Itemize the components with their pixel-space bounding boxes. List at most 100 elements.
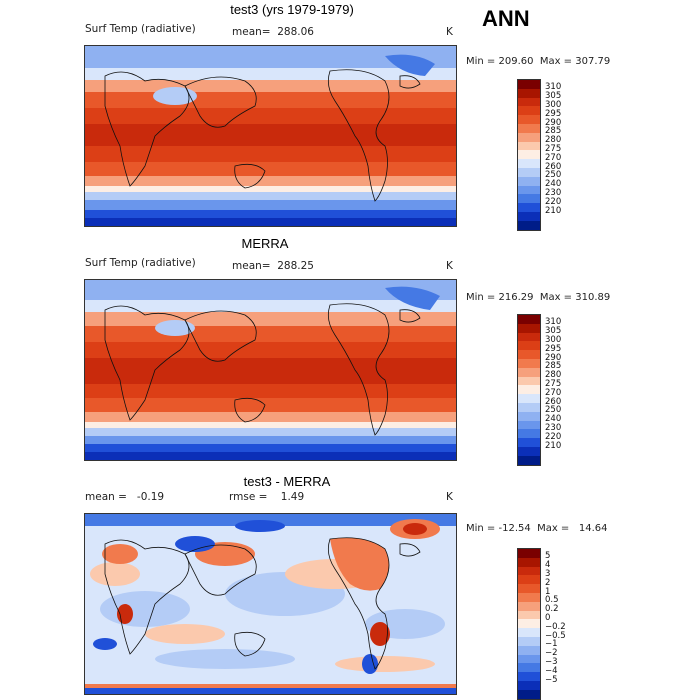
colorbar-level-label: 240 — [545, 179, 562, 190]
colorbar-level-label: 290 — [545, 352, 562, 363]
colorbar-swatch — [518, 167, 540, 177]
panel-title: test3 - MERRA — [243, 474, 331, 489]
colorbar-level-label: 260 — [545, 161, 562, 172]
mean-label: mean= 288.25 — [232, 260, 314, 272]
colorbar-swatch — [518, 455, 540, 465]
colorbar-level-label: 300 — [545, 334, 562, 345]
colorbar-level-label: 270 — [545, 152, 562, 163]
colorbar-swatch — [518, 88, 540, 98]
colorbar-level-label: 2 — [545, 577, 551, 588]
colorbar-level-label: 310 — [545, 82, 562, 93]
colorbar-swatch — [518, 654, 540, 664]
rmse-label: rmse = 1.49 — [229, 491, 305, 503]
colorbar-level-label: 3 — [545, 568, 551, 579]
colorbar-swatch — [518, 420, 540, 430]
colorbar-swatch — [518, 628, 540, 637]
colorbar-swatch — [518, 680, 540, 690]
colorbar-level-label: −1 — [545, 639, 558, 650]
colorbar-swatch — [518, 176, 540, 186]
colorbar-swatch — [518, 159, 540, 168]
colorbar-swatch — [518, 663, 540, 673]
mean-label: mean= 288.06 — [232, 26, 314, 38]
variable-label: Surf Temp (radiative) — [85, 23, 196, 35]
colorbar-swatch — [518, 429, 540, 439]
colorbar-swatch — [518, 97, 540, 107]
colorbar — [517, 79, 541, 231]
colorbar-swatch — [518, 350, 540, 359]
colorbar-swatch — [518, 601, 540, 611]
difference-map — [84, 513, 457, 695]
colorbar-swatch — [518, 549, 540, 558]
colorbar-swatch — [518, 592, 540, 602]
colorbar-swatch — [518, 689, 540, 699]
colorbar-level-label: 305 — [545, 91, 562, 102]
colorbar-swatch — [518, 575, 540, 585]
colorbar-level-label: 250 — [545, 405, 562, 416]
colorbar-level-label: 305 — [545, 326, 562, 337]
colorbar-level-label: −0.2 — [545, 621, 566, 632]
colorbar-level-label: 300 — [545, 99, 562, 110]
colorbar-level-label: −0.5 — [545, 630, 566, 641]
colorbar-swatch — [518, 332, 540, 342]
colorbar-level-label: 250 — [545, 170, 562, 181]
colorbar-swatch — [518, 132, 540, 142]
colorbar-swatch — [518, 394, 540, 403]
units-label: K — [446, 260, 453, 272]
colorbar-level-label: 280 — [545, 135, 562, 146]
colorbar-swatch — [518, 385, 540, 395]
minmax-label: Min = 209.60 Max = 307.79 — [466, 56, 611, 67]
colorbar-level-label: 210 — [545, 205, 562, 216]
variable-label: Surf Temp (radiative) — [85, 257, 196, 269]
panel-title: test3 (yrs 1979-1979) — [230, 2, 354, 17]
colorbar-swatch — [518, 566, 540, 576]
colorbar-swatch — [518, 106, 540, 116]
colorbar-level-label: 230 — [545, 422, 562, 433]
colorbar-level-label: 240 — [545, 414, 562, 425]
colorbar-swatch — [518, 323, 540, 333]
colorbar-level-label: 0.5 — [545, 595, 559, 606]
colorbar-level-label: 275 — [545, 143, 562, 154]
colorbar-level-label: −3 — [545, 656, 558, 667]
colorbar-level-label: 260 — [545, 396, 562, 407]
colorbar-level-label: 4 — [545, 560, 551, 571]
panel-title: MERRA — [241, 236, 289, 251]
colorbar-level-label: 285 — [545, 126, 562, 137]
colorbar-swatch — [518, 619, 540, 629]
colorbar-swatch — [518, 123, 540, 133]
colorbar-swatch — [518, 376, 540, 386]
colorbar-swatch — [518, 672, 540, 681]
colorbar-swatch — [518, 438, 540, 447]
colorbar-level-label: 295 — [545, 343, 562, 354]
colorbar-level-label: 1 — [545, 586, 551, 597]
colorbar-swatch — [518, 610, 540, 620]
minmax-label: Min = -12.54 Max = 14.64 — [466, 523, 608, 534]
colorbar-level-label: −4 — [545, 665, 558, 676]
colorbar-level-label: 285 — [545, 361, 562, 372]
colorbar-swatch — [518, 367, 540, 377]
colorbar-level-label: −2 — [545, 648, 558, 659]
colorbar-swatch — [518, 150, 540, 160]
colorbar-level-label: 220 — [545, 196, 562, 207]
colorbar-level-label: 210 — [545, 440, 562, 451]
colorbar-level-label: 280 — [545, 370, 562, 381]
units-label: K — [446, 26, 453, 38]
colorbar-swatch — [518, 645, 540, 655]
colorbar-swatch — [518, 402, 540, 412]
colorbar-swatch — [518, 636, 540, 646]
colorbar-swatch — [518, 315, 540, 324]
colorbar-level-label: 295 — [545, 108, 562, 119]
colorbar-swatch — [518, 446, 540, 456]
colorbar-swatch — [518, 584, 540, 593]
colorbar-level-label: 310 — [545, 317, 562, 328]
colorbar-level-label: 270 — [545, 387, 562, 398]
colorbar-swatch — [518, 220, 540, 230]
colorbar-level-label: 290 — [545, 117, 562, 128]
colorbar-level-label: 0.2 — [545, 604, 559, 615]
temperature-map — [84, 45, 457, 227]
colorbar-swatch — [518, 194, 540, 204]
colorbar-swatch — [518, 341, 540, 351]
colorbar-level-label: 5 — [545, 551, 551, 562]
units-label: K — [446, 491, 453, 503]
colorbar-swatch — [518, 557, 540, 567]
colorbar-level-label: 0 — [545, 612, 551, 623]
